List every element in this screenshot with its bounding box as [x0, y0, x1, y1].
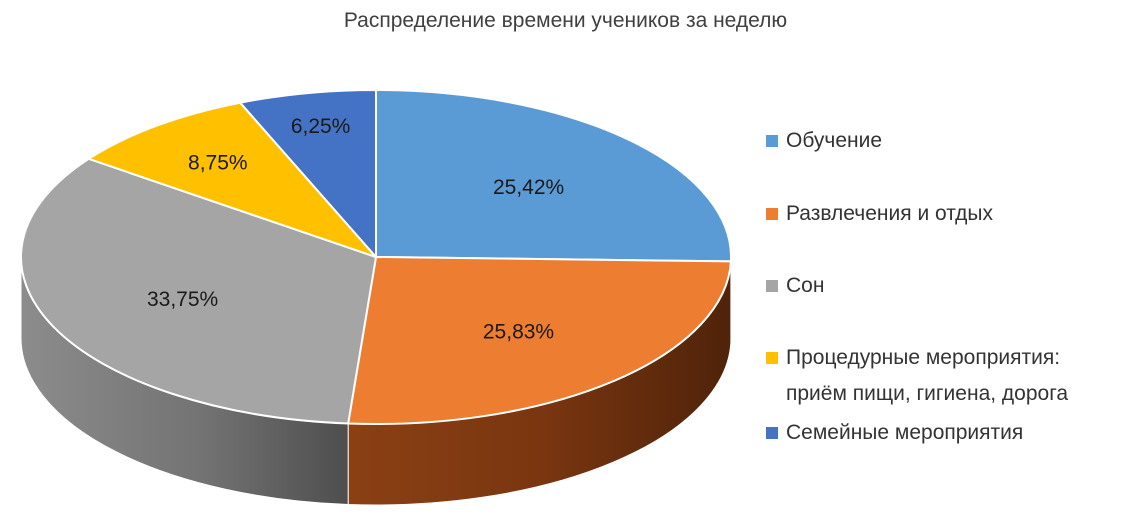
pie-plot-area: 25,42% 25,83% 33,75% 8,75% 6,25%	[20, 89, 732, 506]
legend-swatch-family	[766, 427, 778, 439]
legend-label-sleep: Сон	[786, 274, 825, 297]
data-label-family: 6,25%	[291, 115, 351, 138]
legend-swatch-routine	[766, 352, 778, 364]
pie-slice-family	[239, 89, 377, 258]
data-label-leisure: 25,83%	[483, 321, 554, 344]
legend-label-family: Семейные мероприятия	[786, 421, 1024, 444]
legend-swatch-sleep	[766, 280, 778, 292]
data-label-education: 25,42%	[493, 176, 564, 199]
chart-title: Распределение времени учеников за неделю	[343, 9, 788, 32]
pie-data-labels: 25,42% 25,83% 33,75% 8,75% 6,25%	[147, 115, 564, 344]
pie-slice-education	[375, 89, 732, 263]
legend-swatch-leisure	[766, 208, 778, 220]
data-label-routine: 8,75%	[188, 152, 248, 175]
data-label-sleep: 33,75%	[147, 288, 218, 311]
pie-slice-leisure	[347, 256, 732, 425]
pie-slice-sleep	[20, 157, 377, 425]
legend-swatch-education	[766, 135, 778, 147]
legend-label-routine: Процедурные мероприятия: приём пищи, гиг…	[786, 346, 1069, 405]
pie-top-slices	[20, 89, 732, 425]
pie-slice-routine	[87, 101, 377, 258]
legend-label-leisure: Развлечения и отдых	[786, 202, 993, 225]
legend-label-education: Обучение	[786, 129, 883, 152]
